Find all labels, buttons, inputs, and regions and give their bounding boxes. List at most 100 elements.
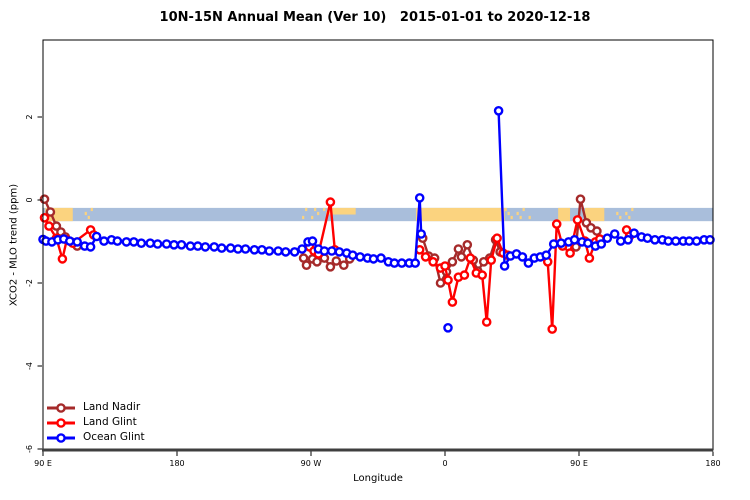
ocean-glint-point	[233, 244, 243, 254]
land-glint-point	[443, 275, 453, 285]
ocean-glint-point	[569, 234, 580, 245]
map-band-land-speckle	[510, 215, 513, 220]
ocean-glint-point	[216, 243, 227, 253]
ocean-glint-point	[691, 236, 702, 246]
ocean-glint-point	[264, 246, 275, 256]
ocean-glint-point	[523, 258, 534, 268]
map-band-land	[584, 207, 605, 222]
ocean-glint-point	[249, 244, 260, 255]
ocean-glint-point	[705, 234, 715, 245]
land-glint-point	[547, 324, 558, 334]
land-glint-point	[481, 317, 492, 327]
x-tick-label: 90 E	[570, 459, 588, 468]
land-nadir-point	[338, 260, 349, 271]
ocean-glint-point	[200, 242, 211, 252]
ocean-glint-point	[493, 106, 504, 116]
ocean-glint-point	[257, 244, 267, 255]
map-band-land-speckle	[507, 211, 510, 216]
land-glint-point	[492, 233, 502, 243]
land-nadir-point	[447, 256, 458, 267]
legend-item-land-glint: Land Glint	[46, 415, 145, 430]
ocean-glint-point	[319, 246, 330, 256]
ocean-glint-point	[273, 246, 284, 256]
ocean-glint-point	[289, 247, 300, 257]
y-tick-label: -6	[25, 445, 34, 453]
ocean-glint-point	[169, 239, 179, 250]
map-band-land-speckle	[628, 215, 631, 220]
ocean-glint-point	[650, 234, 660, 245]
legend: Land Nadir Land Glint Ocean Glint	[46, 400, 145, 445]
land-glint-point	[325, 197, 336, 207]
land-nadir-point	[453, 244, 464, 254]
land-glint-point	[57, 254, 68, 264]
y-axis-label: XCO2 - MLO trend (ppm)	[8, 183, 20, 307]
ocean-glint-point	[72, 237, 82, 247]
map-band-ocean	[43, 207, 713, 222]
ocean-glint-point	[541, 250, 552, 260]
land-glint-point	[584, 253, 595, 263]
ocean-glint-point	[414, 193, 425, 203]
land-glint-point	[565, 248, 575, 258]
ocean-glint-point	[347, 250, 358, 260]
ocean-glint-point	[517, 252, 528, 262]
map-band-land-speckle	[522, 207, 525, 212]
ocean-glint-point	[609, 229, 620, 239]
land-nadir-point	[462, 239, 473, 250]
x-axis-label: Longitude	[353, 473, 403, 484]
ocean-glint-point	[355, 252, 365, 262]
legend-item-land-nadir: Land Nadir	[46, 400, 145, 415]
ocean-glint-point	[99, 236, 109, 246]
land-glint-point	[39, 212, 50, 223]
map-band-land	[558, 207, 571, 222]
ocean-glint-point	[583, 238, 593, 248]
land-glint-point	[465, 253, 476, 263]
map-band-land-speckle	[619, 215, 622, 220]
map-band-land-speckle	[519, 215, 522, 220]
land-glint-point	[440, 261, 450, 271]
map-band-land-speckle	[305, 207, 308, 212]
ocean-glint-point	[629, 228, 639, 238]
ocean-glint-point	[85, 242, 96, 252]
ocean-glint-point	[416, 229, 427, 239]
legend-item-ocean-glint: Ocean Glint	[46, 430, 145, 445]
land-glint-point	[447, 297, 458, 307]
land-nadir-point	[325, 261, 336, 272]
map-band-land-speckle	[528, 215, 531, 220]
ocean-glint-point	[307, 236, 318, 246]
land-glint-point	[477, 270, 488, 280]
ocean-glint-point	[65, 236, 75, 246]
ocean-glint-point	[376, 253, 386, 263]
ocean-glint-point	[121, 237, 132, 247]
map-band-land-speckle	[314, 207, 317, 212]
ocean-glint-point	[297, 244, 307, 254]
land-nadir-point	[45, 207, 56, 217]
chart-title: 10N-15N Annual Mean (Ver 10) 2015-01-01 …	[159, 10, 591, 25]
map-band-land-speckle	[631, 207, 634, 212]
ocean-glint-point	[556, 238, 566, 248]
map-band-land-speckle	[311, 215, 314, 220]
ocean-glint-point	[225, 243, 236, 253]
land-nadir-point	[312, 256, 322, 267]
ocean-glint-point	[112, 236, 123, 246]
legend-marker-land-nadir-icon	[47, 402, 75, 413]
ocean-glint-point	[192, 241, 203, 251]
ocean-glint-point	[396, 258, 407, 268]
land-glint-point	[551, 219, 562, 229]
land-nadir-point	[575, 194, 586, 204]
ocean-glint-point	[671, 236, 681, 246]
land-glint-point	[428, 256, 438, 267]
ocean-glint-point	[499, 261, 510, 271]
x-tick-label: 90 E	[34, 459, 52, 468]
map-band-land-speckle	[302, 215, 305, 220]
ocean-glint-point	[161, 239, 172, 249]
y-tick-label: -2	[25, 279, 34, 287]
x-tick-label: 180	[705, 459, 720, 468]
ocean-glint-point	[663, 236, 674, 246]
x-tick-label: 90 W	[301, 459, 322, 468]
land-nadir-point	[301, 260, 312, 271]
land-nadir-point	[456, 252, 467, 262]
ocean-glint-point	[176, 239, 187, 250]
ocean-glint-point	[602, 233, 613, 243]
ocean-glint-point	[368, 254, 379, 264]
